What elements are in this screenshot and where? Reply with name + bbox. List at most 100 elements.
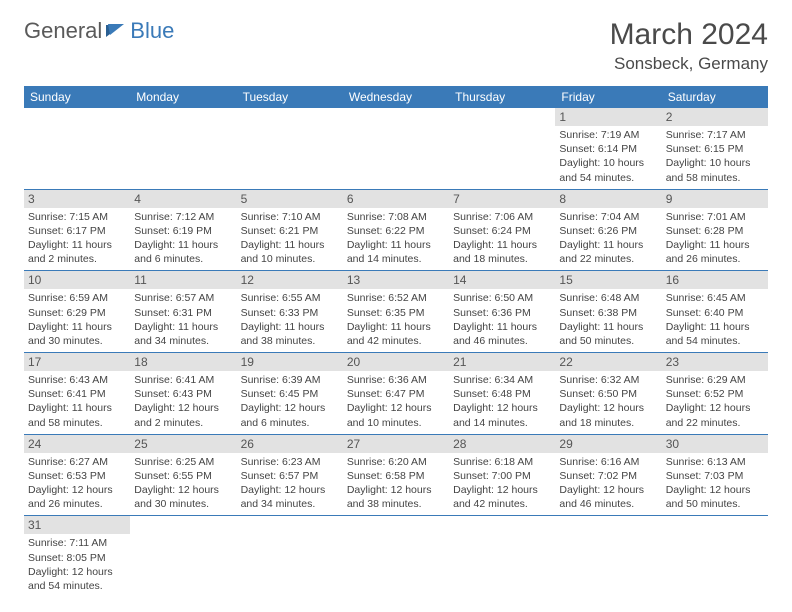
calendar-day-cell xyxy=(555,516,661,597)
weekday-header: Sunday xyxy=(24,86,130,108)
day-info: Sunrise: 6:45 AMSunset: 6:40 PMDaylight:… xyxy=(666,291,764,348)
sunset-text: Sunset: 8:05 PM xyxy=(28,551,126,565)
sunset-text: Sunset: 6:33 PM xyxy=(241,306,339,320)
day-info: Sunrise: 6:41 AMSunset: 6:43 PMDaylight:… xyxy=(134,373,232,430)
sunrise-text: Sunrise: 6:27 AM xyxy=(28,455,126,469)
calendar-day-cell: 1 Sunrise: 7:19 AMSunset: 6:14 PMDaylight… xyxy=(555,108,661,189)
day-number: 25 xyxy=(130,435,236,453)
sunset-text: Sunset: 6:17 PM xyxy=(28,224,126,238)
sunset-text: Sunset: 6:40 PM xyxy=(666,306,764,320)
weekday-header: Tuesday xyxy=(237,86,343,108)
sunset-text: Sunset: 6:57 PM xyxy=(241,469,339,483)
calendar-week-row: 3 Sunrise: 7:15 AMSunset: 6:17 PMDaylight… xyxy=(24,189,768,271)
day-number: 13 xyxy=(343,271,449,289)
daylight-text: Daylight: 11 hours and 38 minutes. xyxy=(241,320,339,348)
calendar-day-cell: 19Sunrise: 6:39 AMSunset: 6:45 PMDayligh… xyxy=(237,353,343,435)
daylight-text: Daylight: 11 hours and 50 minutes. xyxy=(559,320,657,348)
calendar-day-cell: 9 Sunrise: 7:01 AMSunset: 6:28 PMDaylight… xyxy=(662,189,768,271)
calendar-day-cell: 25 Sunrise: 6:25 AMSunset: 6:55 PMDayligh… xyxy=(130,434,236,516)
daylight-text: Daylight: 12 hours and 18 minutes. xyxy=(559,401,657,429)
day-number: 3 xyxy=(24,190,130,208)
calendar-day-cell xyxy=(24,108,130,189)
day-number: 1 xyxy=(555,108,661,126)
day-info: Sunrise: 6:34 AMSunset: 6:48 PMDaylight:… xyxy=(453,373,551,430)
daylight-text: Daylight: 10 hours and 54 minutes. xyxy=(559,156,657,184)
daylight-text: Daylight: 12 hours and 26 minutes. xyxy=(28,483,126,511)
day-number: 4 xyxy=(130,190,236,208)
day-info: Sunrise: 6:32 AMSunset: 6:50 PMDaylight:… xyxy=(559,373,657,430)
logo-text-accent: Blue xyxy=(130,18,174,44)
daylight-text: Daylight: 12 hours and 46 minutes. xyxy=(559,483,657,511)
daylight-text: Daylight: 11 hours and 30 minutes. xyxy=(28,320,126,348)
sunset-text: Sunset: 6:55 PM xyxy=(134,469,232,483)
calendar-week-row: 31 Sunrise: 7:11 AMSunset: 8:05 PMDayligh… xyxy=(24,516,768,597)
sunrise-text: Sunrise: 6:52 AM xyxy=(347,291,445,305)
calendar-day-cell xyxy=(662,516,768,597)
day-info: Sunrise: 6:36 AMSunset: 6:47 PMDaylight:… xyxy=(347,373,445,430)
sunrise-text: Sunrise: 6:55 AM xyxy=(241,291,339,305)
day-info: Sunrise: 7:01 AMSunset: 6:28 PMDaylight:… xyxy=(666,210,764,267)
day-info: Sunrise: 6:55 AMSunset: 6:33 PMDaylight:… xyxy=(241,291,339,348)
daylight-text: Daylight: 12 hours and 14 minutes. xyxy=(453,401,551,429)
calendar-day-cell xyxy=(237,516,343,597)
calendar-table: Sunday Monday Tuesday Wednesday Thursday… xyxy=(24,86,768,597)
daylight-text: Daylight: 10 hours and 58 minutes. xyxy=(666,156,764,184)
sunset-text: Sunset: 6:14 PM xyxy=(559,142,657,156)
sunrise-text: Sunrise: 7:11 AM xyxy=(28,536,126,550)
calendar-day-cell: 22 Sunrise: 6:32 AMSunset: 6:50 PMDayligh… xyxy=(555,353,661,435)
daylight-text: Daylight: 12 hours and 6 minutes. xyxy=(241,401,339,429)
sunrise-text: Sunrise: 6:18 AM xyxy=(453,455,551,469)
day-info: Sunrise: 6:16 AMSunset: 7:02 PMDaylight:… xyxy=(559,455,657,512)
daylight-text: Daylight: 12 hours and 54 minutes. xyxy=(28,565,126,593)
day-info: Sunrise: 7:04 AMSunset: 6:26 PMDaylight:… xyxy=(559,210,657,267)
day-number: 28 xyxy=(449,435,555,453)
calendar-day-cell: 7Sunrise: 7:06 AMSunset: 6:24 PMDaylight… xyxy=(449,189,555,271)
daylight-text: Daylight: 12 hours and 30 minutes. xyxy=(134,483,232,511)
sunset-text: Sunset: 6:52 PM xyxy=(666,387,764,401)
day-info: Sunrise: 6:23 AMSunset: 6:57 PMDaylight:… xyxy=(241,455,339,512)
day-info: Sunrise: 6:20 AMSunset: 6:58 PMDaylight:… xyxy=(347,455,445,512)
calendar-week-row: 17Sunrise: 6:43 AMSunset: 6:41 PMDayligh… xyxy=(24,353,768,435)
sunrise-text: Sunrise: 6:20 AM xyxy=(347,455,445,469)
day-number: 22 xyxy=(555,353,661,371)
day-info: Sunrise: 7:12 AMSunset: 6:19 PMDaylight:… xyxy=(134,210,232,267)
sunset-text: Sunset: 7:03 PM xyxy=(666,469,764,483)
day-info: Sunrise: 6:43 AMSunset: 6:41 PMDaylight:… xyxy=(28,373,126,430)
calendar-day-cell xyxy=(130,516,236,597)
day-number: 6 xyxy=(343,190,449,208)
sunset-text: Sunset: 7:02 PM xyxy=(559,469,657,483)
daylight-text: Daylight: 12 hours and 22 minutes. xyxy=(666,401,764,429)
calendar-day-cell: 18 Sunrise: 6:41 AMSunset: 6:43 PMDayligh… xyxy=(130,353,236,435)
day-number: 24 xyxy=(24,435,130,453)
calendar-week-row: 24Sunrise: 6:27 AMSunset: 6:53 PMDayligh… xyxy=(24,434,768,516)
day-number: 18 xyxy=(130,353,236,371)
daylight-text: Daylight: 12 hours and 34 minutes. xyxy=(241,483,339,511)
day-info: Sunrise: 7:15 AMSunset: 6:17 PMDaylight:… xyxy=(28,210,126,267)
day-info: Sunrise: 6:25 AMSunset: 6:55 PMDaylight:… xyxy=(134,455,232,512)
day-info: Sunrise: 6:39 AMSunset: 6:45 PMDaylight:… xyxy=(241,373,339,430)
day-info: Sunrise: 7:06 AMSunset: 6:24 PMDaylight:… xyxy=(453,210,551,267)
sunrise-text: Sunrise: 7:08 AM xyxy=(347,210,445,224)
daylight-text: Daylight: 11 hours and 34 minutes. xyxy=(134,320,232,348)
daylight-text: Daylight: 12 hours and 42 minutes. xyxy=(453,483,551,511)
weekday-header: Friday xyxy=(555,86,661,108)
sunset-text: Sunset: 6:43 PM xyxy=(134,387,232,401)
daylight-text: Daylight: 11 hours and 14 minutes. xyxy=(347,238,445,266)
calendar-day-cell: 4 Sunrise: 7:12 AMSunset: 6:19 PMDaylight… xyxy=(130,189,236,271)
day-info: Sunrise: 7:19 AMSunset: 6:14 PMDaylight:… xyxy=(559,128,657,185)
day-info: Sunrise: 6:57 AMSunset: 6:31 PMDaylight:… xyxy=(134,291,232,348)
daylight-text: Daylight: 12 hours and 50 minutes. xyxy=(666,483,764,511)
weekday-header: Monday xyxy=(130,86,236,108)
location: Sonsbeck, Germany xyxy=(610,54,768,74)
calendar-day-cell: 6Sunrise: 7:08 AMSunset: 6:22 PMDaylight… xyxy=(343,189,449,271)
sunrise-text: Sunrise: 6:43 AM xyxy=(28,373,126,387)
sunrise-text: Sunrise: 7:04 AM xyxy=(559,210,657,224)
day-number: 9 xyxy=(662,190,768,208)
sunrise-text: Sunrise: 6:50 AM xyxy=(453,291,551,305)
day-number: 31 xyxy=(24,516,130,534)
sunrise-text: Sunrise: 7:06 AM xyxy=(453,210,551,224)
sunset-text: Sunset: 6:38 PM xyxy=(559,306,657,320)
daylight-text: Daylight: 11 hours and 46 minutes. xyxy=(453,320,551,348)
day-info: Sunrise: 7:11 AMSunset: 8:05 PMDaylight:… xyxy=(28,536,126,593)
calendar-day-cell: 3 Sunrise: 7:15 AMSunset: 6:17 PMDaylight… xyxy=(24,189,130,271)
